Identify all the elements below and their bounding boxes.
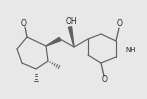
Polygon shape — [69, 27, 74, 47]
Text: NH: NH — [125, 47, 136, 53]
Text: O: O — [21, 19, 27, 28]
Text: O: O — [102, 76, 108, 85]
Text: OH: OH — [65, 18, 77, 27]
Polygon shape — [46, 37, 61, 46]
Text: O: O — [117, 20, 123, 29]
